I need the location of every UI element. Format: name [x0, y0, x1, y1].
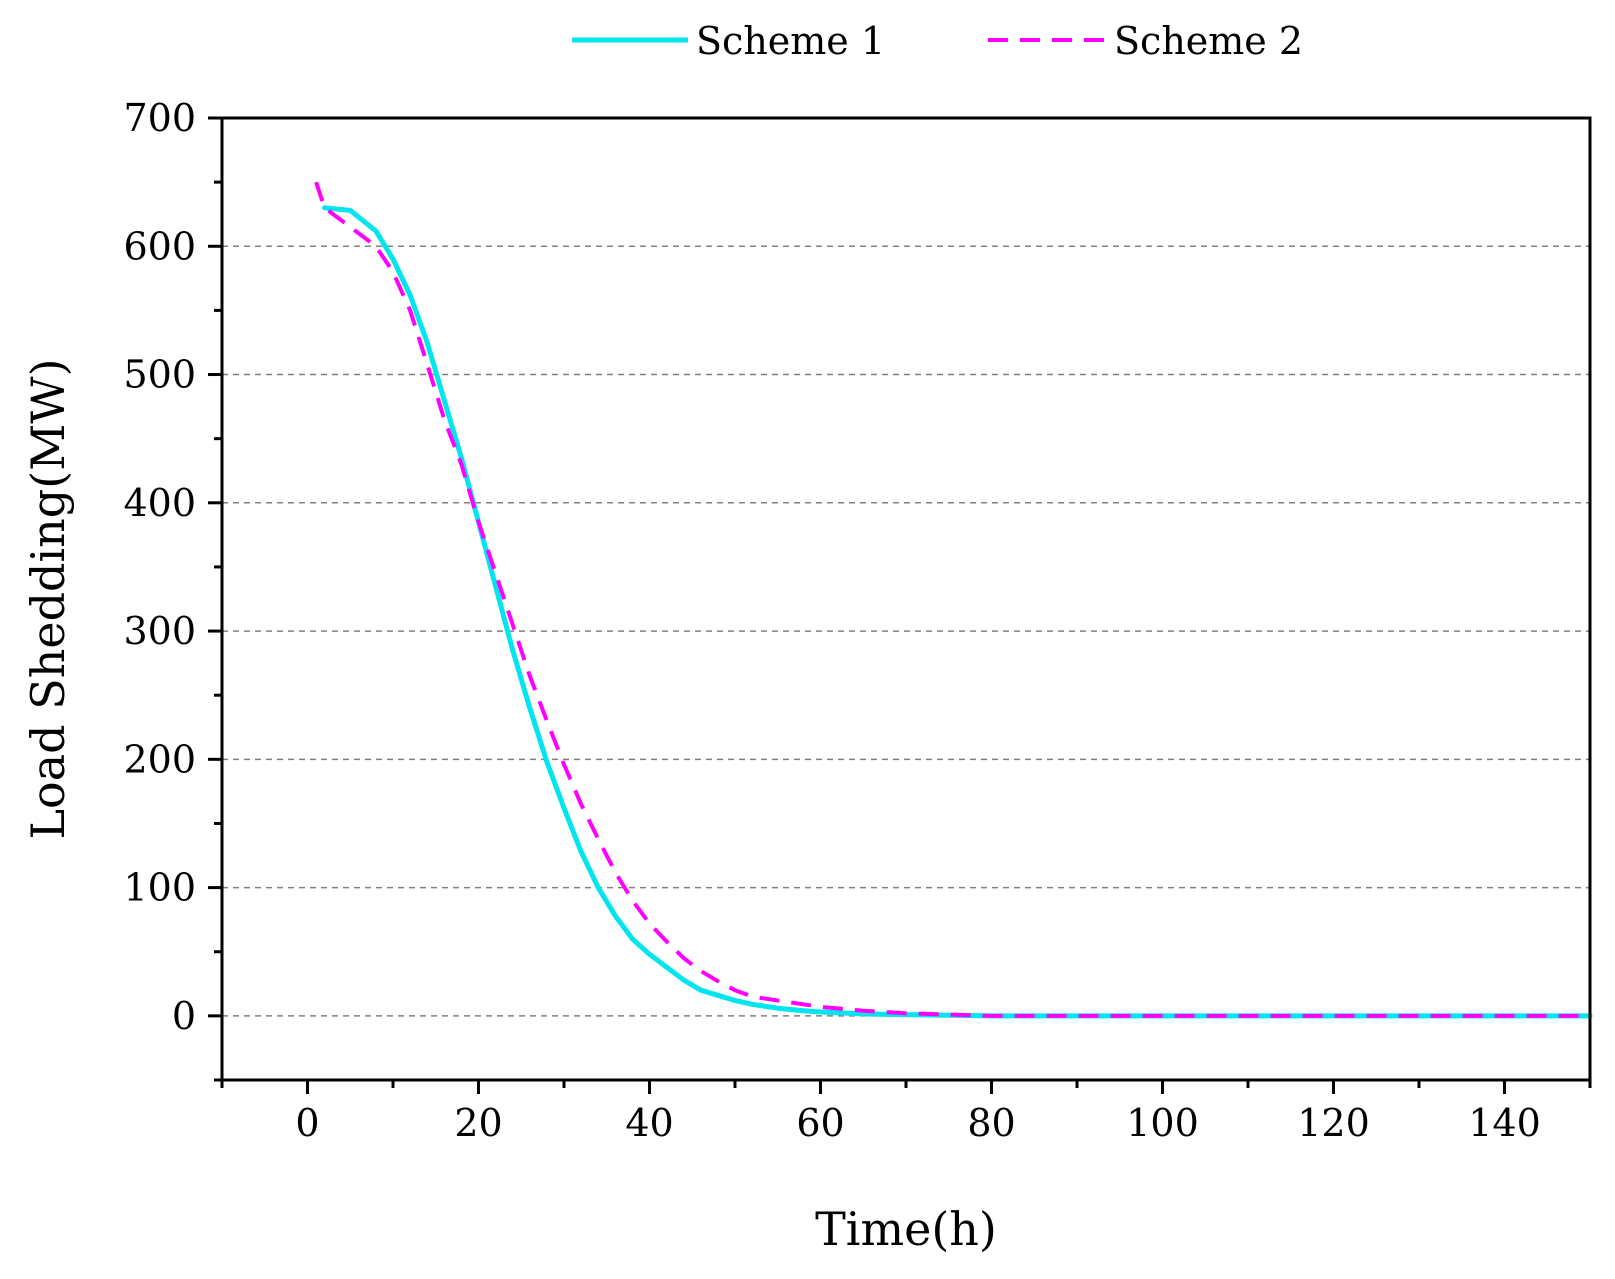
y-axis-title: Load Shedding(MW): [21, 358, 75, 839]
series-line-scheme-2: [314, 181, 1590, 1018]
series-line-scheme-1: [322, 205, 1593, 1019]
tick-labels: 0 100 200 300 400 500 600 700 0 20 40 60 80 100 120 140: [123, 96, 1540, 1145]
plot-frame: [220, 116, 1592, 1082]
y-tick-label-100: 100: [123, 866, 196, 910]
series-lines: [314, 181, 1593, 1019]
axis-ticks: [208, 116, 1592, 1094]
x-tick-label-60: 60: [796, 1101, 844, 1145]
x-tick-label-100: 100: [1126, 1101, 1199, 1145]
legend-label-scheme-1: Scheme 1: [696, 19, 885, 63]
x-tick-label-20: 20: [454, 1101, 502, 1145]
y-tick-label-0: 0: [172, 994, 196, 1038]
y-tick-label-500: 500: [123, 353, 196, 397]
x-axis-title: Time(h): [815, 1202, 997, 1256]
y-tick-label-600: 600: [123, 224, 196, 268]
x-tick-label-80: 80: [967, 1101, 1015, 1145]
x-tick-label-140: 140: [1468, 1101, 1541, 1145]
legend: Scheme 1 Scheme 2: [572, 19, 1303, 63]
x-tick-label-40: 40: [625, 1101, 673, 1145]
y-tick-label-400: 400: [123, 481, 196, 525]
x-tick-label-120: 120: [1297, 1101, 1370, 1145]
legend-label-scheme-2: Scheme 2: [1114, 19, 1303, 63]
y-tick-label-300: 300: [123, 609, 196, 653]
x-tick-label-0: 0: [295, 1101, 319, 1145]
grid-lines: [222, 245, 1590, 1017]
y-tick-label-200: 200: [123, 737, 196, 781]
y-tick-label-700: 700: [123, 96, 196, 140]
